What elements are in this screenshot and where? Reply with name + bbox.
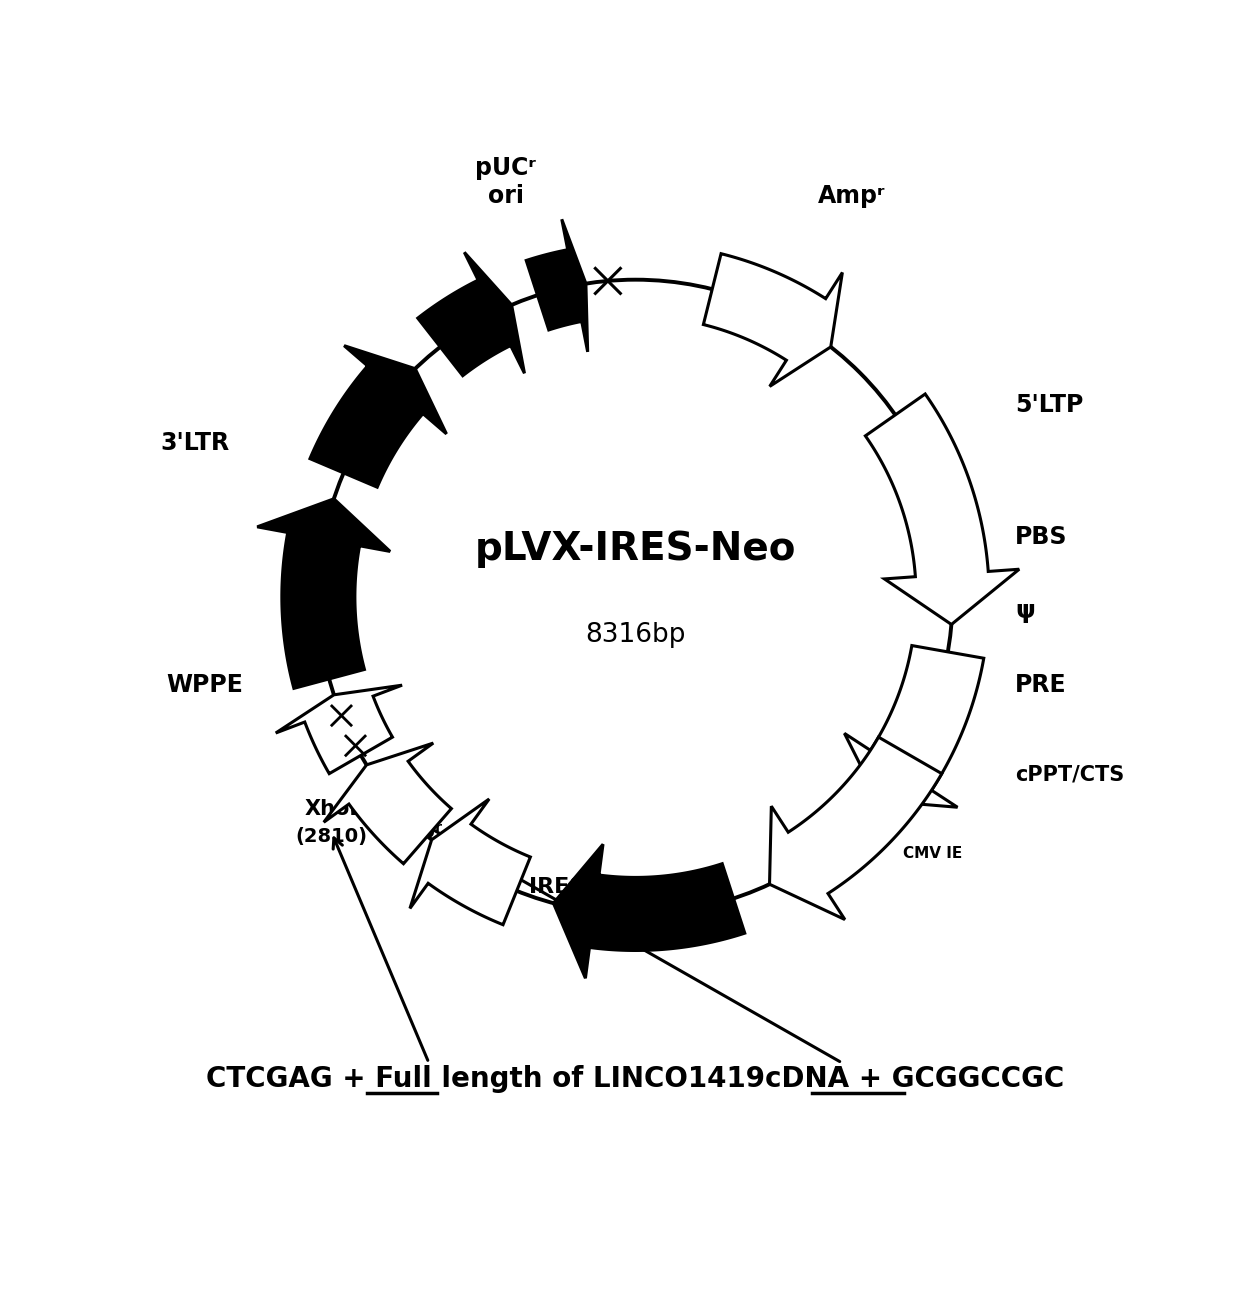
Polygon shape — [310, 346, 446, 487]
Text: PBS: PBS — [1016, 525, 1068, 550]
Text: MCS: MCS — [632, 881, 687, 901]
Text: ψ: ψ — [1016, 599, 1035, 623]
Text: 3'LTR: 3'LTR — [161, 432, 229, 455]
Text: WPPE: WPPE — [166, 673, 243, 697]
Text: P: P — [875, 832, 892, 851]
Polygon shape — [844, 645, 983, 807]
Polygon shape — [275, 686, 402, 774]
Text: NotI: NotI — [360, 769, 409, 788]
Text: PRE: PRE — [1016, 673, 1066, 697]
Polygon shape — [553, 844, 745, 978]
Polygon shape — [257, 499, 391, 688]
Text: Ampʳ: Ampʳ — [818, 184, 885, 207]
Polygon shape — [866, 394, 1019, 625]
Polygon shape — [703, 254, 842, 386]
Polygon shape — [770, 737, 941, 920]
Polygon shape — [410, 800, 531, 925]
Text: CTCGAG + Full length of LINCO1419cDNA + GCGGCCGC: CTCGAG + Full length of LINCO1419cDNA + … — [206, 1065, 1065, 1094]
Text: pUCʳ
ori: pUCʳ ori — [475, 156, 536, 207]
Polygon shape — [526, 219, 588, 353]
Polygon shape — [324, 743, 451, 863]
Text: XhoI: XhoI — [305, 798, 358, 819]
Text: cPPT/CTS: cPPT/CTS — [1016, 765, 1125, 784]
Text: (2828): (2828) — [348, 797, 420, 816]
Text: Neoʳ: Neoʳ — [387, 822, 443, 842]
Text: 5'LTP: 5'LTP — [1016, 393, 1084, 416]
Text: CMV IE: CMV IE — [903, 846, 962, 861]
Text: pLVX-IRES-Neo: pLVX-IRES-Neo — [475, 530, 796, 568]
Text: 8316bp: 8316bp — [585, 622, 686, 648]
Text: IRES: IRES — [528, 877, 585, 897]
Polygon shape — [418, 253, 525, 376]
Text: (2810): (2810) — [295, 827, 367, 846]
